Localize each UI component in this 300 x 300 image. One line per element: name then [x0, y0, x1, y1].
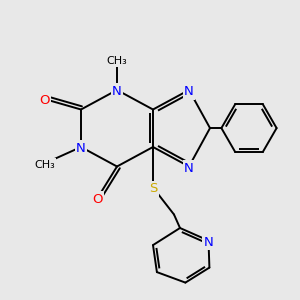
Text: N: N [76, 142, 86, 155]
Text: N: N [184, 161, 194, 175]
Text: N: N [204, 236, 213, 249]
Text: N: N [184, 85, 194, 98]
Text: O: O [92, 193, 103, 206]
Text: CH₃: CH₃ [34, 160, 55, 170]
Text: N: N [112, 85, 122, 98]
Text: S: S [149, 182, 157, 196]
Text: CH₃: CH₃ [106, 56, 128, 66]
Text: O: O [39, 94, 50, 107]
